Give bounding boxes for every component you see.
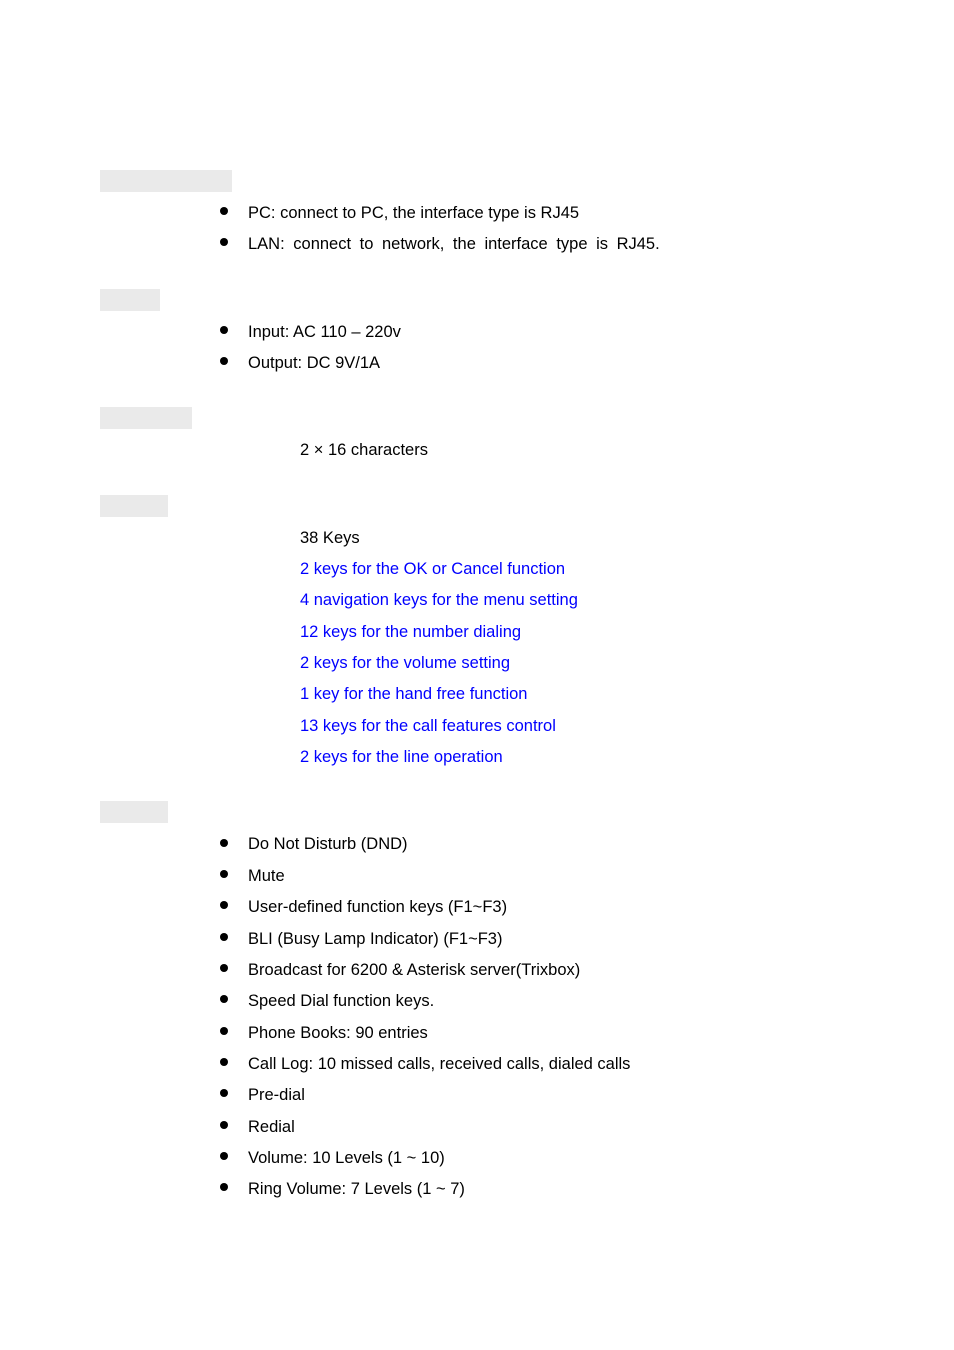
section-keys: xxxxxxx 38 Keys 2 keys for the OK or Can… [100, 495, 854, 774]
section-network: xxxxxxxxxxxxxxx PC: connect to PC, the i… [100, 170, 854, 261]
keys-line: 12 keys for the number dialing [300, 617, 854, 648]
list-item: BLI (Busy Lamp Indicator) (F1~F3) [220, 924, 854, 955]
list-item: Input: AC 110 – 220v [220, 317, 854, 348]
section-header-display: xxxxxxxxxx [100, 407, 192, 429]
list-item-text: Speed Dial function keys. [248, 992, 434, 1010]
section-display: xxxxxxxxxx 2 × 16 characters [100, 407, 854, 466]
keys-block: 38 Keys 2 keys for the OK or Cancel func… [100, 523, 854, 774]
list-item: LAN: connect to network, the interface t… [220, 229, 854, 260]
features-list: Do Not Disturb (DND) Mute User-defined f… [100, 829, 854, 1205]
section-header-keys: xxxxxxx [100, 495, 168, 517]
section-header-power: xxxxxx [100, 289, 160, 311]
power-list: Input: AC 110 – 220v Output: DC 9V/1A [100, 317, 854, 380]
list-item-text: BLI (Busy Lamp Indicator) (F1~F3) [248, 930, 502, 948]
list-item-text: Output: DC 9V/1A [248, 354, 380, 372]
display-text-block: 2 × 16 characters [100, 435, 854, 466]
display-text: 2 × 16 characters [300, 441, 428, 459]
list-item-text: Ring Volume: 7 Levels (1 ~ 7) [248, 1180, 465, 1198]
list-item: PC: connect to PC, the interface type is… [220, 198, 854, 229]
keys-line: 2 keys for the volume setting [300, 648, 854, 679]
list-item-text: Mute [248, 867, 285, 885]
section-header-network: xxxxxxxxxxxxxxx [100, 170, 232, 192]
keys-line: 4 navigation keys for the menu setting [300, 585, 854, 616]
list-item-text: LAN: connect to network, the interface t… [248, 235, 660, 253]
list-item-text: User-defined function keys (F1~F3) [248, 898, 507, 916]
list-item: Redial [220, 1112, 854, 1143]
list-item-text: Call Log: 10 missed calls, received call… [248, 1055, 630, 1073]
network-list: PC: connect to PC, the interface type is… [100, 198, 854, 261]
list-item: Broadcast for 6200 & Asterisk server(Tri… [220, 955, 854, 986]
list-item: Phone Books: 90 entries [220, 1018, 854, 1049]
list-item: Speed Dial function keys. [220, 986, 854, 1017]
list-item-text: Redial [248, 1118, 295, 1136]
section-power: xxxxxx Input: AC 110 – 220v Output: DC 9… [100, 289, 854, 380]
keys-line: 13 keys for the call features control [300, 711, 854, 742]
keys-line: 1 key for the hand free function [300, 679, 854, 710]
page-container: xxxxxxxxxxxxxxx PC: connect to PC, the i… [0, 0, 954, 1334]
list-item: Pre-dial [220, 1080, 854, 1111]
list-item-text: Broadcast for 6200 & Asterisk server(Tri… [248, 961, 580, 979]
list-item-text: PC: connect to PC, the interface type is… [248, 204, 579, 222]
list-item-text: Pre-dial [248, 1086, 305, 1104]
keys-line: 2 keys for the line operation [300, 742, 854, 773]
list-item-text: Volume: 10 Levels (1 ~ 10) [248, 1149, 445, 1167]
list-item: Output: DC 9V/1A [220, 348, 854, 379]
list-item: Do Not Disturb (DND) [220, 829, 854, 860]
list-item: Volume: 10 Levels (1 ~ 10) [220, 1143, 854, 1174]
section-header-features: xxxxxxx [100, 801, 168, 823]
list-item: Ring Volume: 7 Levels (1 ~ 7) [220, 1174, 854, 1205]
section-features: xxxxxxx Do Not Disturb (DND) Mute User-d… [100, 801, 854, 1205]
list-item-text: Phone Books: 90 entries [248, 1024, 428, 1042]
list-item-text: Input: AC 110 – 220v [248, 323, 401, 341]
list-item: Mute [220, 861, 854, 892]
list-item: Call Log: 10 missed calls, received call… [220, 1049, 854, 1080]
list-item-text: Do Not Disturb (DND) [248, 835, 408, 853]
keys-heading: 38 Keys [300, 523, 854, 554]
keys-line: 2 keys for the OK or Cancel function [300, 554, 854, 585]
list-item: User-defined function keys (F1~F3) [220, 892, 854, 923]
